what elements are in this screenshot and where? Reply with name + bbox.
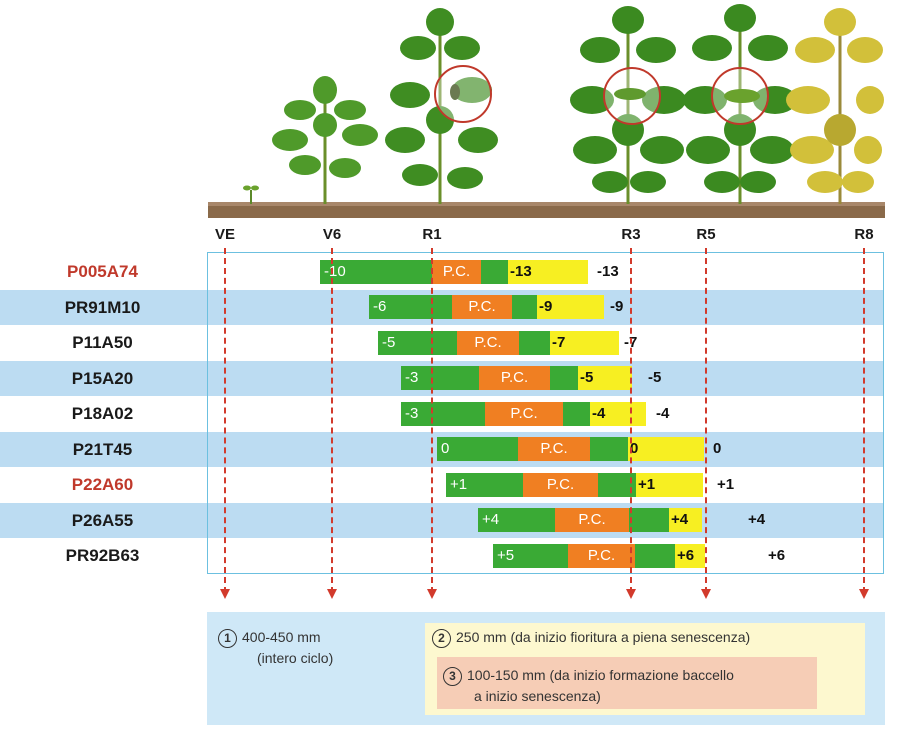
ripening-offset-label: 0	[630, 440, 639, 457]
chart-frame	[207, 252, 884, 574]
end-offset-label: -5	[648, 369, 662, 386]
stage-label-v6: V6	[322, 226, 342, 243]
legend-item-1-line1: 400-450 mm	[242, 629, 321, 646]
growth-stages-illustration	[208, 4, 885, 218]
stage-label-r8: R8	[854, 226, 874, 243]
start-offset-label: 0	[441, 440, 450, 457]
bar-ripening	[578, 366, 632, 390]
stage-line	[863, 248, 865, 593]
legend-item-3-line2: a inizio senescenza)	[474, 688, 601, 704]
end-offset-label: +4	[748, 511, 766, 528]
stage-line	[630, 248, 632, 593]
bar-critical-period: P.C.	[452, 295, 512, 319]
legend-item-1-line2: (intero ciclo)	[257, 650, 334, 666]
variety-name: P26A55	[71, 510, 134, 530]
variety-name: P11A50	[72, 333, 133, 352]
legend-panel-3	[437, 657, 817, 709]
row-band	[0, 502, 884, 538]
start-offset-label: +4	[482, 511, 500, 528]
stage-line	[431, 248, 433, 593]
legend-item-2: 2 250 mm (da inizio fioritura a piena sen…	[432, 629, 750, 648]
stage-arrow-icon	[626, 589, 636, 599]
bar-ripening	[537, 295, 604, 319]
bar-critical-period: P.C.	[568, 543, 635, 568]
stage-label-r5: R5	[696, 226, 716, 243]
ripening-offset-label: -5	[580, 369, 594, 386]
bar-ripening	[669, 508, 702, 532]
bar-ripening	[628, 437, 704, 461]
bar-ripening	[590, 401, 646, 426]
plant-r3	[570, 6, 686, 204]
stage-label-r3: R3	[621, 226, 641, 243]
start-offset-label: -6	[373, 298, 387, 315]
end-offset-label: +6	[768, 546, 786, 564]
end-offset-label: -4	[656, 404, 670, 422]
stage-line	[705, 248, 707, 593]
soil-strip	[208, 204, 885, 218]
stage-arrow-icon	[859, 589, 869, 599]
bar-critical-period: P.C.	[485, 401, 563, 426]
plant-r1	[385, 8, 498, 204]
variety-name: P005A74	[67, 262, 138, 281]
end-offset-label: +1	[717, 475, 735, 493]
end-offset-label: -13	[597, 262, 619, 280]
stage-label-r1: R1	[422, 226, 442, 243]
stage-arrow-icon	[220, 589, 230, 599]
bar-critical-period: P.C.	[523, 472, 598, 497]
ripening-offset-label: -7	[552, 333, 566, 351]
legend-item-3-line1: 100-150 mm (da inizio formazione baccell…	[467, 667, 734, 684]
end-offset-label: -9	[610, 298, 624, 315]
start-offset-label: +1	[450, 475, 468, 493]
start-offset-label: +5	[497, 546, 515, 564]
variety-name: P21T45	[72, 439, 133, 459]
stage-line	[331, 248, 333, 593]
bar-critical-period: P.C.	[479, 366, 550, 390]
ripening-offset-label: -9	[539, 298, 553, 315]
start-offset-label: -5	[382, 333, 396, 351]
ripening-offset-label: -13	[510, 262, 532, 280]
legend-item-3: 3 100-150 mm (da inizio formazione baccel…	[443, 667, 734, 686]
variety-name: P18A02	[71, 404, 134, 423]
plant-r5	[683, 4, 797, 204]
variety-name: P22A60	[71, 475, 134, 494]
stage-arrow-icon	[701, 589, 711, 599]
variety-name: PR91M10	[64, 297, 141, 317]
stage-line	[224, 248, 226, 593]
start-offset-label: -3	[405, 404, 419, 422]
legend-item-1: 1 400-450 mm	[218, 629, 321, 648]
bar-critical-period: P.C.	[457, 330, 519, 355]
legend-number-2: 2	[432, 629, 451, 648]
legend-item-2-text: 250 mm (da inizio fioritura a piena sene…	[456, 629, 751, 646]
plant-v6	[272, 76, 378, 204]
variety-name: P15A20	[71, 368, 134, 388]
bar-ripening	[675, 543, 705, 568]
start-offset-label: -3	[405, 369, 419, 386]
ripening-offset-label: +6	[677, 546, 695, 564]
plant-r8	[786, 8, 884, 204]
plant-ve	[243, 185, 259, 204]
start-offset-label: -10	[324, 262, 346, 280]
stage-arrow-icon	[427, 589, 437, 599]
ripening-offset-label: +4	[671, 511, 689, 528]
ripening-offset-label: +1	[638, 475, 656, 493]
legend-number-1: 1	[218, 629, 237, 648]
bar-critical-period: P.C.	[432, 259, 481, 284]
ripening-offset-label: -4	[592, 404, 606, 422]
soil-top	[208, 202, 885, 206]
bar-critical-period: P.C.	[555, 508, 629, 532]
bar-critical-period: P.C.	[518, 437, 590, 461]
bar-ripening	[550, 330, 619, 355]
stage-arrow-icon	[327, 589, 337, 599]
legend-number-3: 3	[443, 667, 462, 686]
stage-label-ve: VE	[214, 226, 236, 243]
bar-ripening	[636, 472, 703, 497]
variety-name: PR92B63	[65, 546, 140, 565]
end-offset-label: 0	[713, 440, 722, 457]
bar-ripening	[508, 259, 588, 284]
